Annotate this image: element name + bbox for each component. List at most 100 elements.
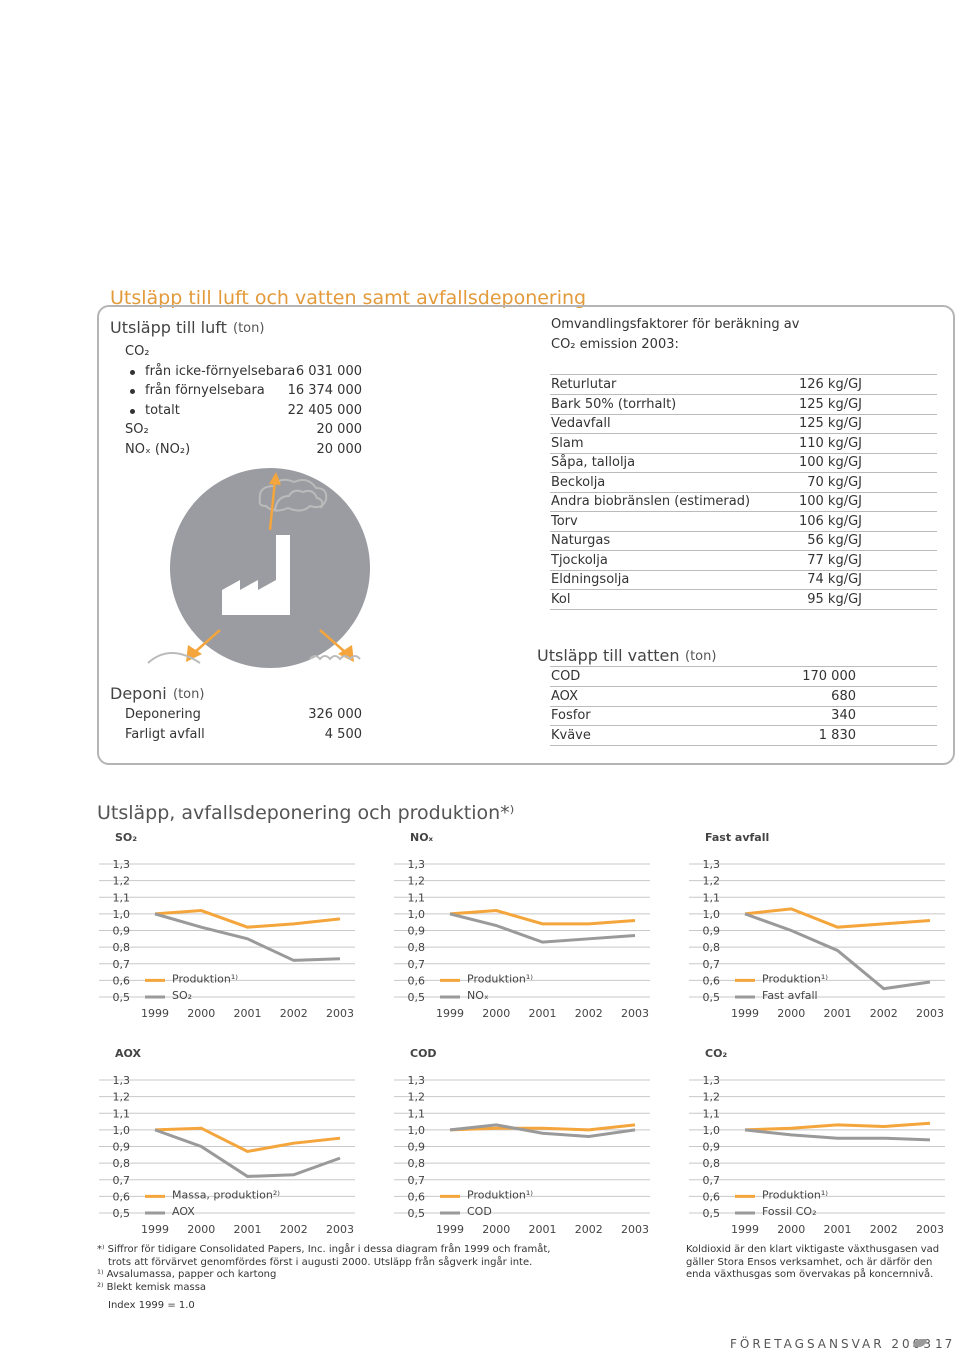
legend-label: Produktion¹⁾ (467, 1188, 533, 1201)
footnote: ¹⁾ Avsalumassa, papper och kartong (97, 1269, 277, 1280)
symbols (147, 652, 361, 664)
section-heading: Utsläpp till luft (110, 318, 227, 337)
footnote: trots att förvärvet genomfördes först i … (108, 1256, 533, 1268)
bullet (130, 369, 135, 375)
row-value: 680 (831, 688, 856, 704)
x-tick-label: 2003 (621, 1007, 649, 1020)
chart-title: NOₓ (410, 831, 434, 844)
y-tick-label: 0,9 (408, 1141, 426, 1154)
y-tick-label: 0,6 (408, 1190, 426, 1203)
footnote: *⁾ Siffror för tidigare Consolidated Pap… (97, 1244, 551, 1255)
x-tick-label: 1999 (141, 1007, 169, 1020)
y-tick-label: 0,7 (408, 958, 426, 971)
series-line (744, 1121, 931, 1132)
row-value: 125 kg/GJ (798, 416, 862, 431)
y-tick-label: 1,2 (113, 1091, 131, 1104)
y-tick-label: 1,3 (703, 858, 721, 871)
y-tick-label: 1,0 (408, 1124, 426, 1137)
row-value: 170 000 (802, 669, 856, 684)
y-tick-label: 0,9 (703, 925, 721, 938)
y-tick-label: 1,3 (113, 858, 131, 871)
y-tick-label: 1,1 (113, 1107, 131, 1120)
row-rule (550, 705, 937, 707)
x-tick-label: 2000 (187, 1223, 215, 1236)
y-tick-label: 0,5 (408, 991, 426, 1004)
row-value: 100 kg/GJ (798, 455, 862, 470)
chart-title: COD (410, 1047, 437, 1060)
row-rule (550, 686, 937, 687)
y-tick-label: 0,7 (113, 958, 131, 971)
y-tick-label: 1,3 (408, 1074, 426, 1087)
unit: (ton) (685, 649, 717, 664)
legend-label: Fossil CO₂ (762, 1205, 816, 1218)
row-value: 340 (831, 708, 856, 724)
y-tick-label: 0,9 (408, 925, 426, 938)
x-tick-label: 2002 (870, 1223, 898, 1236)
row-rule (550, 530, 937, 532)
series-line (449, 912, 636, 944)
row-label: Fosfor (551, 708, 591, 724)
y-tick-label: 1,0 (408, 908, 426, 921)
arrow-head (269, 472, 281, 485)
y-tick-label: 0,8 (113, 941, 131, 954)
series-line (744, 912, 931, 991)
y-tick-label: 0,7 (113, 1174, 131, 1187)
y-tick-label: 0,9 (113, 925, 131, 938)
legend-label: AOX (172, 1205, 195, 1218)
row-rule (550, 569, 937, 571)
x-tick-label: 2002 (280, 1007, 308, 1020)
side-note: Koldioxid är den klart viktigaste växthu… (686, 1244, 940, 1280)
y-tick-label: 0,8 (408, 941, 426, 954)
row-label: totalt (145, 402, 180, 418)
row-rule (550, 452, 937, 454)
y-tick-label: 0,6 (113, 1190, 131, 1203)
row-value: 125 kg/GJ (798, 396, 862, 412)
y-tick-label: 0,6 (703, 1190, 721, 1203)
row-value: 6 031 000 (295, 363, 362, 379)
row-label: Eldningsolja (551, 572, 630, 587)
row-label: från förnyelsebara (145, 383, 265, 399)
row-value: 20 000 (316, 422, 363, 438)
arrow (194, 629, 221, 653)
x-tick-label: 2001 (529, 1223, 557, 1236)
y-tick-label: 0,7 (408, 1174, 426, 1187)
x-tick-label: 2000 (187, 1007, 215, 1020)
index-note: Index 1999 = 1.0 (108, 1300, 195, 1311)
y-tick-label: 0,6 (408, 974, 426, 987)
x-tick-label: 1999 (436, 1223, 464, 1236)
y-tick-label: 1,2 (408, 1091, 426, 1104)
row-value: 4 500 (324, 726, 362, 742)
row-label: Farligt avfall (125, 726, 205, 742)
row-value: 1 830 (818, 727, 856, 743)
legend-label: Produktion¹⁾ (762, 1188, 828, 1201)
row-rule (550, 725, 937, 727)
y-tick-label: 0,9 (703, 1141, 721, 1154)
y-tick-label: 1,0 (703, 908, 721, 921)
x-tick-label: 2003 (916, 1007, 944, 1020)
row-value: 74 kg/GJ (807, 572, 862, 587)
y-tick-label: 0,6 (113, 974, 131, 987)
factors-title: Omvandlingsfaktorer för beräkning av (551, 317, 800, 332)
y-tick-label: 0,8 (113, 1157, 131, 1170)
y-tick-label: 1,2 (408, 875, 426, 888)
row-label: Torv (551, 513, 578, 529)
x-tick-label: 2003 (326, 1223, 354, 1236)
unit: (ton) (173, 687, 205, 702)
x-tick-label: 2001 (234, 1223, 262, 1236)
x-tick-label: 1999 (731, 1223, 759, 1236)
cloud (274, 489, 324, 511)
x-tick-label: 2000 (777, 1223, 805, 1236)
unit: (ton) (233, 321, 265, 336)
row-rule (550, 374, 937, 375)
row-label: SO₂ (125, 422, 149, 438)
footnote: ²⁾ Blekt kemisk massa (97, 1281, 207, 1293)
y-tick-label: 0,7 (703, 958, 721, 971)
bullet (130, 408, 135, 414)
y-tick-label: 1,2 (703, 1091, 721, 1104)
series-line (744, 907, 931, 929)
legend-label: Fast avfall (762, 989, 818, 1002)
series-line (154, 1128, 341, 1178)
y-tick-label: 0,8 (703, 941, 721, 954)
row-value: 126 kg/GJ (798, 377, 862, 392)
